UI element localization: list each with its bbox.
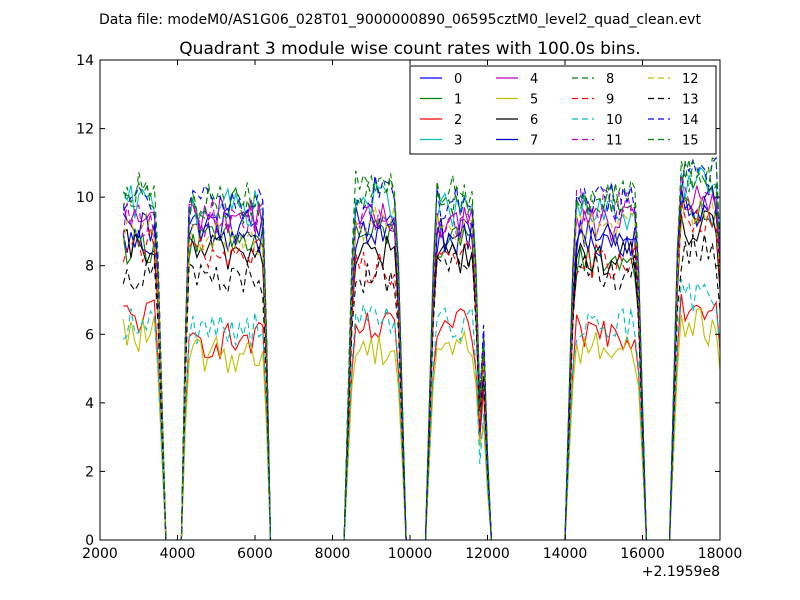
y-tick-label: 6 bbox=[85, 327, 94, 343]
legend-label-3: 3 bbox=[454, 134, 462, 149]
legend-label-2: 2 bbox=[454, 113, 462, 128]
legend-label-0: 0 bbox=[454, 72, 462, 87]
x-tick-label: 8000 bbox=[315, 546, 351, 562]
series-line-9 bbox=[122, 200, 720, 540]
legend-label-4: 4 bbox=[530, 72, 538, 87]
y-tick-label: 10 bbox=[76, 190, 94, 206]
y-tick-label: 2 bbox=[85, 464, 94, 480]
x-tick-label: 2000 bbox=[82, 546, 118, 562]
series-line-5 bbox=[122, 308, 720, 540]
x-tick-label: 4000 bbox=[160, 546, 196, 562]
series-line-6 bbox=[123, 210, 720, 540]
series-line-11 bbox=[122, 174, 720, 540]
legend-label-6: 6 bbox=[530, 113, 538, 128]
series-line-2 bbox=[123, 293, 720, 540]
x-offset-label: +2.1959e8 bbox=[642, 564, 720, 580]
legend-label-5: 5 bbox=[530, 93, 538, 108]
series-line-8 bbox=[122, 159, 720, 540]
data-file-label: Data file: modeM0/AS1G06_028T01_90000008… bbox=[99, 12, 701, 28]
legend-label-1: 1 bbox=[454, 93, 462, 108]
x-tick-label: 12000 bbox=[465, 546, 510, 562]
legend-label-10: 10 bbox=[606, 113, 623, 128]
legend-label-12: 12 bbox=[682, 72, 699, 87]
series-line-14 bbox=[122, 156, 720, 540]
y-tick-label: 12 bbox=[76, 122, 94, 138]
series-line-13 bbox=[122, 234, 720, 540]
x-tick-label: 14000 bbox=[543, 546, 588, 562]
legend-label-7: 7 bbox=[530, 134, 538, 149]
x-tick-label: 18000 bbox=[698, 546, 743, 562]
series-line-15 bbox=[122, 157, 720, 540]
y-tick-label: 8 bbox=[85, 259, 94, 275]
legend-label-11: 11 bbox=[606, 134, 623, 149]
y-tick-label: 0 bbox=[85, 533, 94, 549]
chart-title: Quadrant 3 module wise count rates with … bbox=[179, 39, 640, 59]
legend-label-13: 13 bbox=[682, 93, 699, 108]
legend-box bbox=[409, 65, 717, 155]
legend-label-15: 15 bbox=[682, 134, 699, 149]
series-line-4 bbox=[122, 185, 720, 540]
y-tick-label: 14 bbox=[76, 53, 94, 69]
legend-label-8: 8 bbox=[606, 72, 614, 87]
legend-label-14: 14 bbox=[682, 113, 699, 128]
x-tick-label: 6000 bbox=[237, 546, 273, 562]
legend-label-9: 9 bbox=[606, 93, 614, 108]
x-tick-label: 16000 bbox=[620, 546, 665, 562]
y-tick-label: 4 bbox=[85, 396, 94, 412]
x-tick-label: 10000 bbox=[388, 546, 433, 562]
series-line-7 bbox=[122, 185, 720, 540]
